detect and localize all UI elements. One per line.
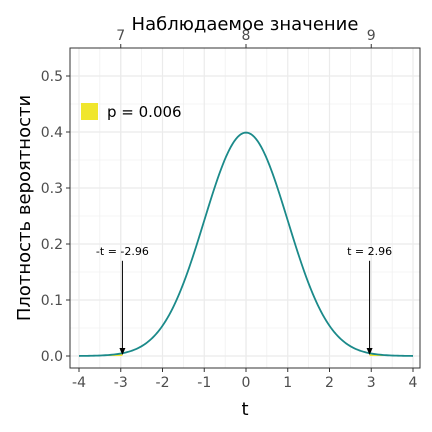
plot-frame (69, 47, 421, 369)
annotation-label-left: -t = -2.96 (96, 245, 149, 258)
x-tick-label: -4 (72, 375, 86, 391)
legend-swatch (81, 103, 98, 120)
y-tick-label: 0.1 (41, 293, 63, 309)
annotation-arrowhead-right (366, 348, 373, 355)
x-tick-label: -3 (114, 375, 128, 391)
legend: p = 0.006 (81, 103, 182, 121)
annotation-arrowhead-left (119, 348, 126, 355)
x-tick-label: 1 (283, 375, 292, 391)
secondary-x-tick-label: 7 (116, 28, 125, 44)
x-tick-label: 0 (242, 375, 251, 391)
density-curve (78, 131, 414, 357)
grid (70, 48, 420, 368)
y-tick-label: 0.4 (41, 125, 63, 141)
density-curve-group (78, 131, 414, 357)
y-tick-label: 0.2 (41, 237, 63, 253)
y-tick-label: 0.3 (41, 181, 63, 197)
annotation-label-right: t = 2.96 (347, 245, 392, 258)
x-axis-title: t (241, 399, 248, 420)
x-tick-label: 4 (409, 375, 418, 391)
y-tick-label: 0.5 (41, 69, 63, 85)
annotations: -t = -2.96 t = 2.96 (96, 245, 392, 355)
secondary-x-tick-label: 8 (242, 28, 251, 44)
legend-label: p = 0.006 (107, 103, 182, 121)
secondary-x-axis-title: Наблюдаемое значение (132, 14, 359, 35)
x-tick-label: -2 (156, 375, 170, 391)
axes: -4 -3 -2 -1 0 1 2 3 4 7 8 9 0.0 0.1 0.2 0.3 0.4 0.5 (41, 28, 418, 391)
y-tick-label: 0.0 (41, 349, 63, 365)
secondary-x-tick-label: 9 (367, 28, 376, 44)
y-axis-title: Плотность вероятности (14, 95, 35, 321)
x-tick-label: -1 (197, 375, 211, 391)
x-tick-label: 3 (367, 375, 376, 391)
x-tick-label: 2 (325, 375, 334, 391)
